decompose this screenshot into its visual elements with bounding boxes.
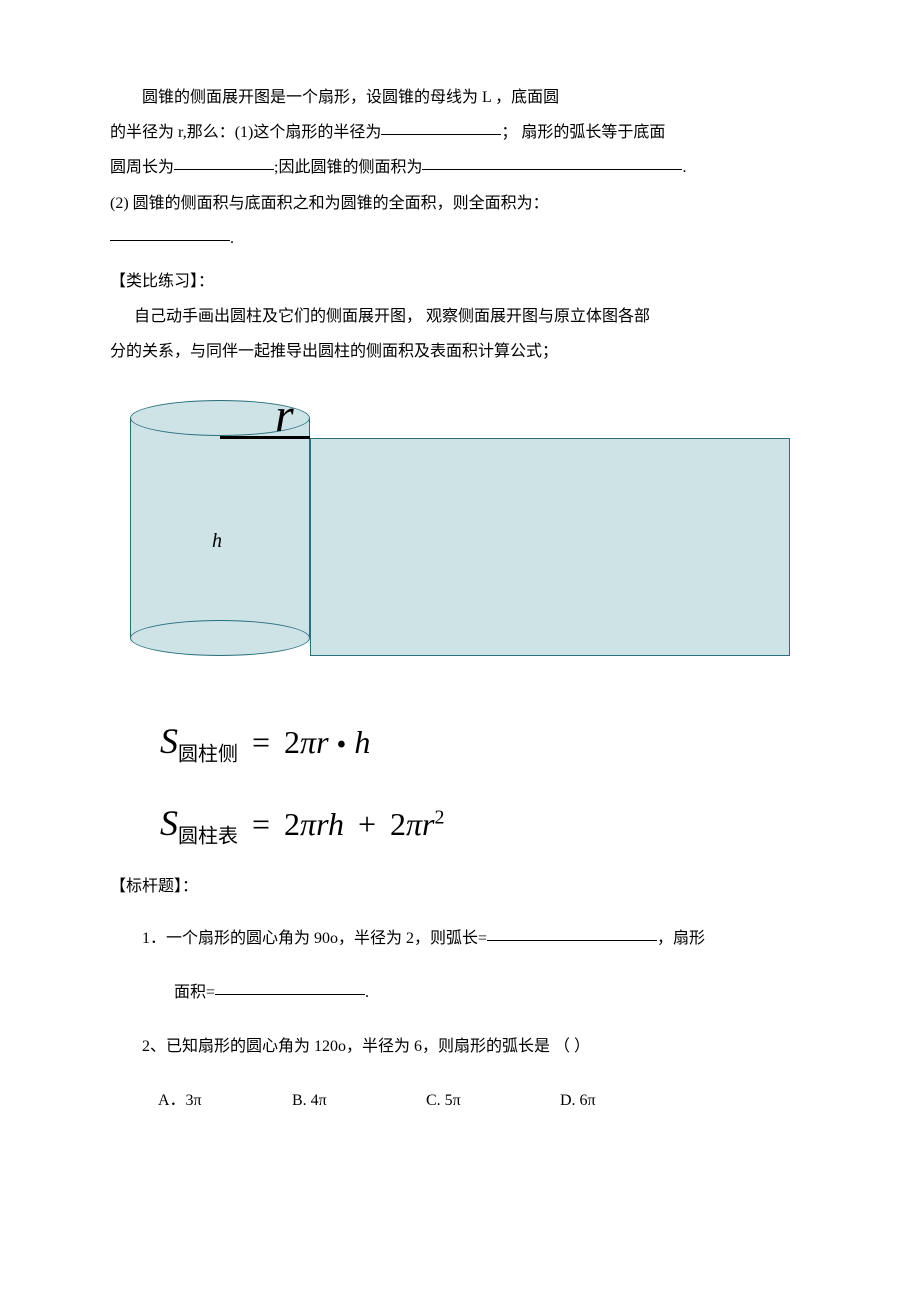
opt-A[interactable]: A．3π: [158, 1083, 288, 1118]
cylinder-diagram: r h: [130, 380, 830, 680]
intro-line5: .: [110, 221, 820, 256]
f2-eq: =: [252, 806, 270, 842]
q1b: ，扇形: [657, 930, 705, 947]
intro-line3b: ;因此圆锥的侧面积为: [274, 159, 422, 176]
opt-B[interactable]: B. 4π: [292, 1083, 422, 1118]
f2-2a: 2: [284, 806, 300, 842]
intro-line1: 圆锥的侧面展开图是一个扇形，设圆锥的母线为 L ，底面圆: [110, 80, 820, 115]
f2-h: h: [328, 806, 344, 842]
intro-line3c: .: [682, 159, 686, 176]
f1-S: S: [160, 721, 178, 761]
cylinder-body: [130, 418, 310, 638]
analogy-p1: 自己动手画出圆柱及它们的侧面展开图， 观察侧面展开图与原立体图各部: [110, 299, 820, 334]
f1-sub: 圆柱侧: [178, 743, 238, 765]
radius-line: [220, 436, 310, 439]
f2-pi-b: π: [406, 806, 422, 842]
blank-arc-length[interactable]: [487, 924, 657, 941]
blank-circumference[interactable]: [174, 153, 274, 170]
cylinder-bottom-ellipse: [130, 620, 310, 656]
q1d: .: [365, 984, 369, 1001]
formula-block: S圆柱侧 = 2πr • h S圆柱表 = 2πrh + 2πr2: [160, 705, 820, 859]
intro-line3a: 圆周长为: [110, 159, 174, 176]
intro-line4: (2) 圆锥的侧面积与底面积之和为圆锥的全面积，则全面积为：: [110, 186, 820, 221]
f2-sup: 2: [434, 806, 444, 828]
opt-D[interactable]: D. 6π: [560, 1083, 690, 1118]
intro-line5-dot: .: [230, 230, 234, 247]
formula-lateral: S圆柱侧 = 2πr • h: [160, 705, 820, 777]
r-label: r: [275, 388, 294, 443]
f2-plus: +: [358, 806, 376, 842]
intro-line3: 圆周长为 ;因此圆锥的侧面积为.: [110, 150, 820, 185]
opt-C[interactable]: C. 5π: [426, 1083, 556, 1118]
analogy-p2: 分的关系，与同伴一起推导出圆柱的侧面积及表面积计算公式；: [110, 334, 820, 369]
q2: 2、已知扇形的圆心角为 120o，半径为 6，则扇形的弧长是 （ ）: [110, 1028, 820, 1066]
blank-sector-area[interactable]: [215, 978, 365, 995]
benchmark-title: 【标杆题】：: [110, 869, 820, 904]
page: 圆锥的侧面展开图是一个扇形，设圆锥的母线为 L ，底面圆 的半径为 r,那么：(…: [0, 0, 920, 1302]
question-list: 1．一个扇形的圆心角为 90o，半径为 2，则弧长= ，扇形 面积=. 2、已知扇…: [110, 920, 820, 1118]
intro-line2b: ； 扇形的弧长等于底面: [501, 124, 665, 141]
intro-line2: 的半径为 r,那么：(1)这个扇形的半径为 ； 扇形的弧长等于底面: [110, 115, 820, 150]
cylinder-shape: r h: [130, 400, 310, 655]
q1-line2: 面积=.: [110, 974, 820, 1012]
f1-pi: π: [300, 724, 316, 760]
analogy-title: 【类比练习】：: [110, 264, 820, 299]
q1a: 1．一个扇形的圆心角为 90o，半径为 2，则弧长=: [142, 930, 487, 947]
f2-2b: 2: [390, 806, 406, 842]
h-label: h: [212, 530, 222, 553]
f2-r-b: r: [422, 806, 434, 842]
f2-r-a: r: [316, 806, 328, 842]
unrolled-rectangle: [310, 438, 790, 656]
q1-line1: 1．一个扇形的圆心角为 90o，半径为 2，则弧长= ，扇形: [110, 920, 820, 958]
blank-total-area[interactable]: [110, 224, 230, 241]
f1-2: 2: [284, 724, 300, 760]
q2-options: A．3π B. 4π C. 5π D. 6π: [110, 1083, 820, 1118]
f1-dot: •: [337, 729, 347, 760]
f2-S: S: [160, 803, 178, 843]
blank-sector-radius[interactable]: [381, 118, 501, 135]
q1c: 面积=: [174, 984, 215, 1001]
f1-r: r: [316, 724, 328, 760]
intro-line2a: 的半径为 r,那么：(1)这个扇形的半径为: [110, 124, 381, 141]
f1-eq: =: [252, 724, 270, 760]
blank-lateral-area[interactable]: [422, 153, 682, 170]
formula-surface: S圆柱表 = 2πrh + 2πr2: [160, 787, 820, 859]
f1-h: h: [354, 724, 370, 760]
f2-pi-a: π: [300, 806, 316, 842]
f2-sub: 圆柱表: [178, 825, 238, 847]
